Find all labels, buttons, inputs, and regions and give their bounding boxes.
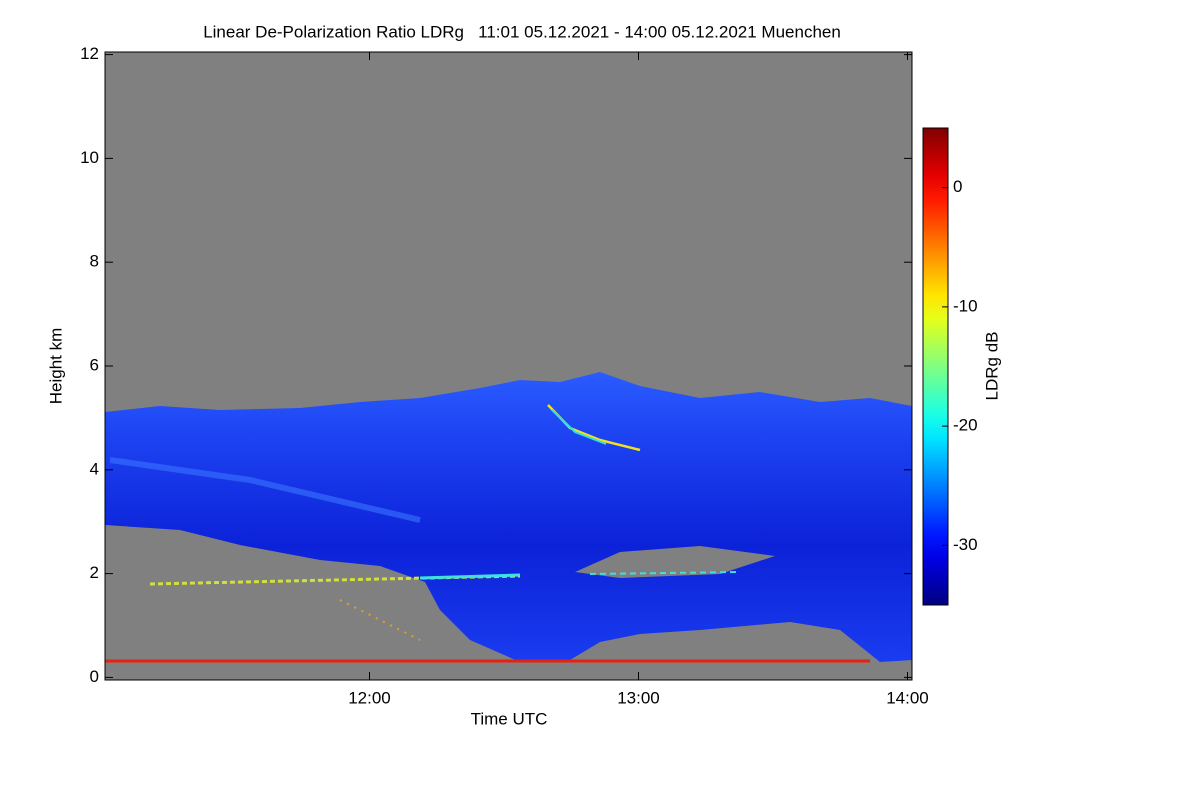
speckle-band	[589, 571, 741, 575]
y-tick-label: 0	[90, 667, 99, 686]
colorbar-label: LDRg dB	[982, 332, 1001, 401]
y-tick-label: 2	[90, 563, 99, 582]
y-tick-label: 8	[90, 252, 99, 271]
y-tick-label: 4	[90, 459, 99, 478]
cloud-streak	[551, 409, 607, 445]
y-tick-label: 10	[80, 148, 99, 167]
y-axis-label: Height km	[46, 328, 65, 405]
x-tick-label: 14:00	[886, 688, 929, 707]
y-tick-label: 6	[90, 355, 99, 374]
speckle-band	[419, 573, 521, 580]
y-tick-label: 12	[80, 44, 99, 63]
plot-area	[104, 51, 913, 681]
chart-title: Linear De-Polarization Ratio LDRg 11:01 …	[203, 22, 841, 41]
colorbar-tick-label: -20	[953, 416, 978, 435]
colorbar	[922, 127, 949, 606]
colorbar-tick-label: -10	[953, 296, 978, 315]
colorbar-tick-label: -30	[953, 535, 978, 554]
colorbar-tick-label: 0	[953, 177, 962, 196]
cloud-streak	[109, 457, 421, 523]
cloud-layer	[105, 372, 912, 662]
gap-region	[575, 546, 775, 578]
x-tick-label: 13:00	[617, 688, 660, 707]
x-axis-label: Time UTC	[471, 709, 548, 728]
x-tick-label: 12:00	[348, 688, 391, 707]
